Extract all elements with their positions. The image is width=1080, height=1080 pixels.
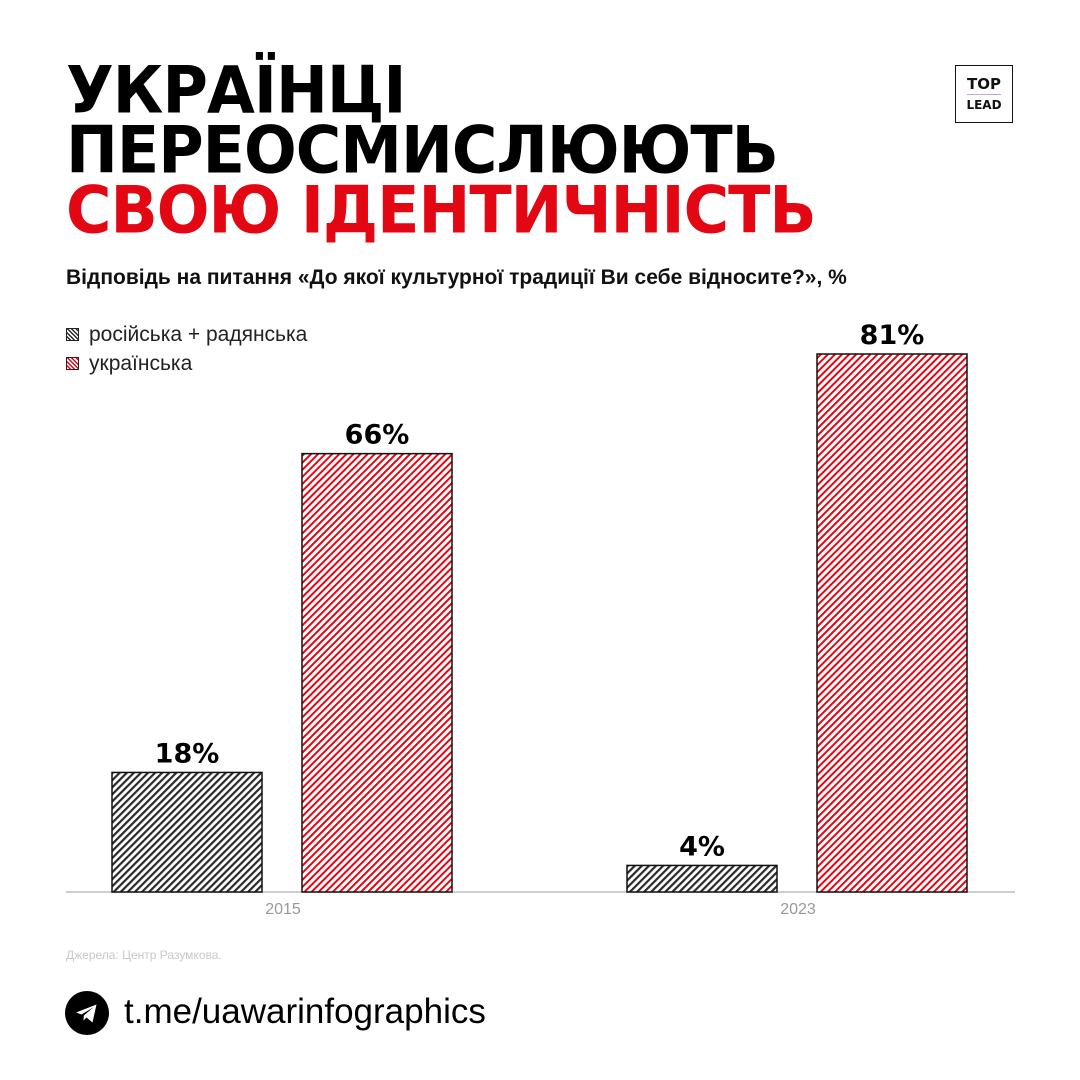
source-note: Джерела: Центр Разумкова. (66, 948, 222, 962)
logo-bottom-text: LEAD (966, 98, 1002, 112)
bar-russian-soviet-2015 (111, 771, 263, 893)
top-lead-logo: TOP LEAD (955, 65, 1013, 123)
data-label-russian-soviet-2023: 4% (679, 831, 725, 862)
telegram-link[interactable]: t.me/uawarinfographics (124, 992, 486, 1031)
chart-subtitle: Відповідь на питання «До якої культурної… (66, 266, 847, 289)
data-label-russian-soviet-2015: 18% (155, 738, 220, 769)
legend-label-ukrainian: українська (89, 351, 193, 375)
x-tick-label-2015: 2015 (265, 901, 301, 918)
title-line-3: СВОЮ ІДЕНТИЧНІСТЬ (66, 171, 817, 249)
telegram-icon[interactable] (65, 991, 109, 1035)
title-line-2: ПЕРЕОСМИСЛЮЮТЬ (66, 111, 779, 189)
data-label-ukrainian-2015: 66% (345, 420, 410, 451)
title-line-1: УКРАЇНЦІ (66, 51, 406, 129)
logo-top-text: TOP (967, 75, 1001, 95)
data-label-ukrainian-2023: 81% (860, 320, 925, 351)
legend-item-ukrainian: українська (66, 349, 307, 378)
legend-swatch-ukrainian (66, 357, 79, 370)
chart-legend: російська + радянська українська (66, 320, 307, 378)
legend-swatch-russian-soviet (66, 328, 79, 341)
x-tick-label-2023: 2023 (780, 901, 816, 918)
legend-item-russian-soviet: російська + радянська (66, 320, 307, 349)
telegram-glyph (76, 1004, 97, 1023)
bar-ukrainian-2023 (816, 353, 968, 893)
legend-label-russian-soviet: російська + радянська (89, 322, 308, 346)
bar-russian-soviet-2023 (626, 864, 778, 893)
bar-ukrainian-2015 (301, 452, 453, 893)
